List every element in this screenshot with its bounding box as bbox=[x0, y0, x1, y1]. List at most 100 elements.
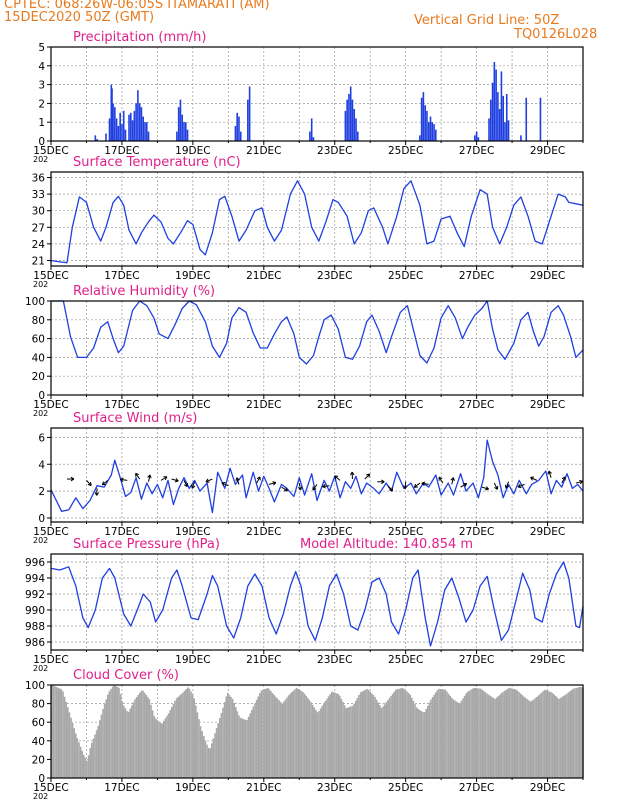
cloud-cover-bar bbox=[492, 697, 495, 778]
x-tick-label: 19DEC bbox=[175, 145, 210, 157]
wind-arrow-shaft bbox=[312, 484, 318, 491]
cloud-cover-bar bbox=[206, 744, 208, 778]
cloud-cover-bar bbox=[126, 711, 128, 778]
cloud-cover-bar bbox=[79, 746, 82, 778]
cloud-cover-bar bbox=[155, 718, 157, 778]
x-tick-label: 21DEC bbox=[246, 270, 281, 282]
wind-arrow-head bbox=[70, 476, 75, 482]
x-tick-label: 27DEC bbox=[459, 526, 494, 538]
cloud-cover-bar bbox=[243, 719, 245, 778]
cloud-cover-bar bbox=[502, 691, 504, 778]
x-tick-label: 25DEC bbox=[388, 526, 423, 538]
y-tick-label: 986 bbox=[25, 637, 45, 649]
precip-bar bbox=[419, 135, 421, 141]
cloud-cover-bar bbox=[262, 689, 264, 778]
precip-bar bbox=[108, 118, 111, 141]
x-tick-label: 23DEC bbox=[317, 526, 352, 538]
cloud-cover-bar bbox=[140, 690, 143, 778]
y-tick-label: 100 bbox=[25, 296, 45, 308]
cloud-cover-bar bbox=[537, 695, 539, 778]
cloud-cover-bar bbox=[68, 712, 71, 778]
wind-arrow bbox=[377, 479, 385, 485]
x-tick-label: 29DEC bbox=[530, 526, 565, 538]
temp-series-line bbox=[50, 180, 584, 264]
precip-bar bbox=[179, 99, 182, 141]
cloud-cover-bar bbox=[563, 695, 565, 778]
cloud-cover-bar bbox=[329, 694, 331, 778]
y-tick-label: 20 bbox=[32, 754, 45, 766]
precip-bar bbox=[504, 122, 506, 141]
y-tick-label: 992 bbox=[25, 589, 45, 601]
cloud-cover-bar bbox=[297, 688, 299, 778]
wind-arrow bbox=[364, 473, 371, 480]
y-tick-label: 0 bbox=[38, 136, 45, 148]
cloud-cover-bar bbox=[220, 713, 223, 778]
cloud-cover-bar bbox=[167, 713, 170, 778]
x-tick-label: 17DEC bbox=[104, 399, 139, 411]
wind-arrow bbox=[561, 476, 566, 484]
cloud-cover-bar bbox=[435, 692, 437, 778]
y-tick-label: 60 bbox=[32, 717, 45, 729]
cloud-cover-bar bbox=[151, 710, 154, 778]
cloud-cover-bar bbox=[411, 697, 413, 778]
cloud-cover-bar bbox=[371, 693, 373, 778]
wind-arrow-shaft bbox=[451, 477, 454, 485]
cloud-cover-bar bbox=[308, 700, 311, 778]
wind-arrow-head bbox=[438, 476, 443, 481]
cloud-cover-bar bbox=[551, 693, 554, 778]
cloud-cover-bar bbox=[345, 708, 347, 778]
cloud-cover-bar bbox=[364, 689, 367, 778]
press-series-line bbox=[50, 561, 584, 647]
wind-arrow-shaft bbox=[171, 478, 179, 482]
rh-panel: 0 20 40 60 80 100 15DEC 17DEC 19DEC 21DEC 23DEC 25D… bbox=[25, 284, 584, 418]
cloud-cover-bar bbox=[299, 689, 301, 778]
wind-arrow-shaft bbox=[421, 482, 429, 485]
cloud-cover-bar bbox=[182, 692, 184, 778]
cloud-cover-bar bbox=[134, 699, 136, 778]
precip-bar bbox=[310, 118, 313, 141]
cloud-cover-bar bbox=[527, 700, 530, 778]
cloud-cover-bar bbox=[443, 689, 445, 778]
wind-arrow bbox=[334, 475, 341, 481]
cloud-cover-bar bbox=[438, 688, 440, 778]
precip-bar bbox=[420, 97, 423, 141]
x-tick-label: 15DEC bbox=[33, 145, 68, 157]
cloud-cover-bar bbox=[252, 706, 255, 778]
y-tick-label: 60 bbox=[32, 334, 45, 346]
wind-arrow-shaft bbox=[191, 481, 196, 489]
precip-bar bbox=[309, 131, 311, 141]
wind-panel: 0 2 4 6 15DEC 17DEC 19DEC 21DEC 23DEC 25DEC 27DEC 2… bbox=[33, 411, 584, 545]
wind-arrow-head bbox=[147, 474, 152, 479]
wind-arrow-head bbox=[334, 475, 339, 480]
cloud-cover-bar bbox=[124, 708, 127, 778]
wind-arrow-shaft bbox=[575, 480, 583, 484]
x-tick-label: 29DEC bbox=[530, 782, 565, 794]
cloud-cover-bar bbox=[323, 703, 325, 778]
wind-arrow bbox=[413, 482, 421, 488]
y-tick-label: 0 bbox=[38, 773, 45, 785]
cloud-cover-bar bbox=[307, 697, 309, 778]
cloud-cover-bar bbox=[444, 689, 447, 778]
precip-bar bbox=[426, 110, 428, 141]
cloud-cover-bar bbox=[279, 701, 282, 778]
cloud-cover-bar bbox=[572, 688, 575, 778]
y-tick-label: 6 bbox=[38, 432, 45, 444]
x-tick-label: 15DEC bbox=[33, 654, 68, 666]
cloud-cover-bar bbox=[212, 738, 215, 778]
wind-title: Surface Wind (m/s) bbox=[73, 411, 197, 426]
wind-arrow bbox=[421, 481, 429, 486]
cloud-cover-bar bbox=[519, 693, 522, 778]
precip-bar bbox=[435, 129, 437, 141]
x-tick-label: 25DEC bbox=[388, 399, 423, 411]
cloud-cover-bar bbox=[481, 689, 483, 778]
y-tick-label: 80 bbox=[32, 699, 45, 711]
y-tick-label: 990 bbox=[25, 605, 45, 617]
wind-arrow-head bbox=[272, 481, 277, 486]
precip-bar bbox=[489, 99, 492, 141]
wind-arrow bbox=[297, 482, 303, 491]
wind-arrow bbox=[547, 470, 552, 478]
x-tick-label: 23DEC bbox=[317, 399, 352, 411]
precip-bar bbox=[475, 131, 478, 141]
cloud-cover-bar bbox=[571, 689, 573, 778]
precip-bar bbox=[502, 95, 504, 141]
